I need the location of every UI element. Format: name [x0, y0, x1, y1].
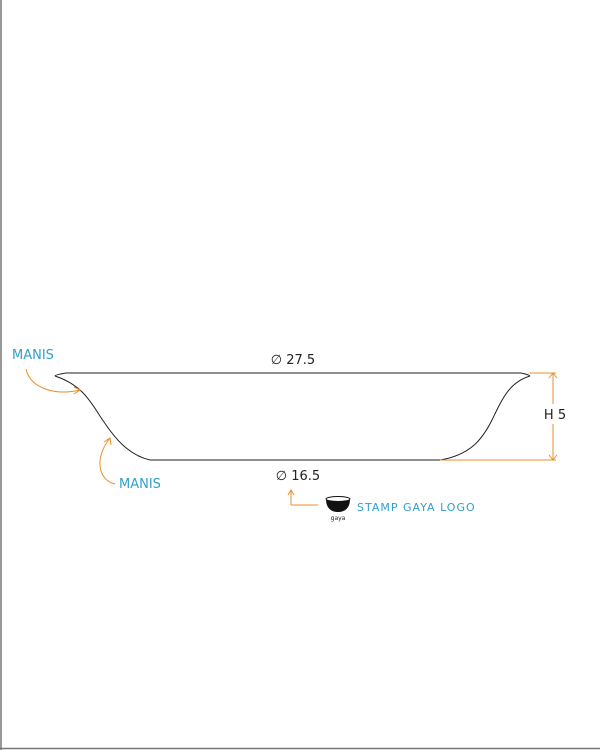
manis-bottom-label: MANIS: [119, 477, 161, 492]
logo-text: gaya: [331, 515, 346, 522]
stamp-label: STAMP GAYA LOGO: [357, 501, 476, 514]
left-lip: [54, 372, 67, 377]
rim-diameter-label: ∅ 27.5: [271, 353, 315, 368]
right-lip: [520, 372, 531, 377]
manis-top-arrow: [25, 368, 81, 393]
manis-bottom-arrow: [99, 437, 116, 485]
right-wall: [439, 375, 531, 461]
height-dimension: [440, 372, 558, 461]
manis-top-label: MANIS: [12, 348, 54, 363]
stamp-leader: [287, 489, 318, 506]
left-wall: [54, 375, 151, 461]
bowl-outline: [54, 372, 531, 461]
gaya-logo-icon: gaya: [325, 496, 351, 522]
height-label: H 5: [544, 408, 566, 423]
base-diameter-label: ∅ 16.5: [276, 469, 320, 484]
